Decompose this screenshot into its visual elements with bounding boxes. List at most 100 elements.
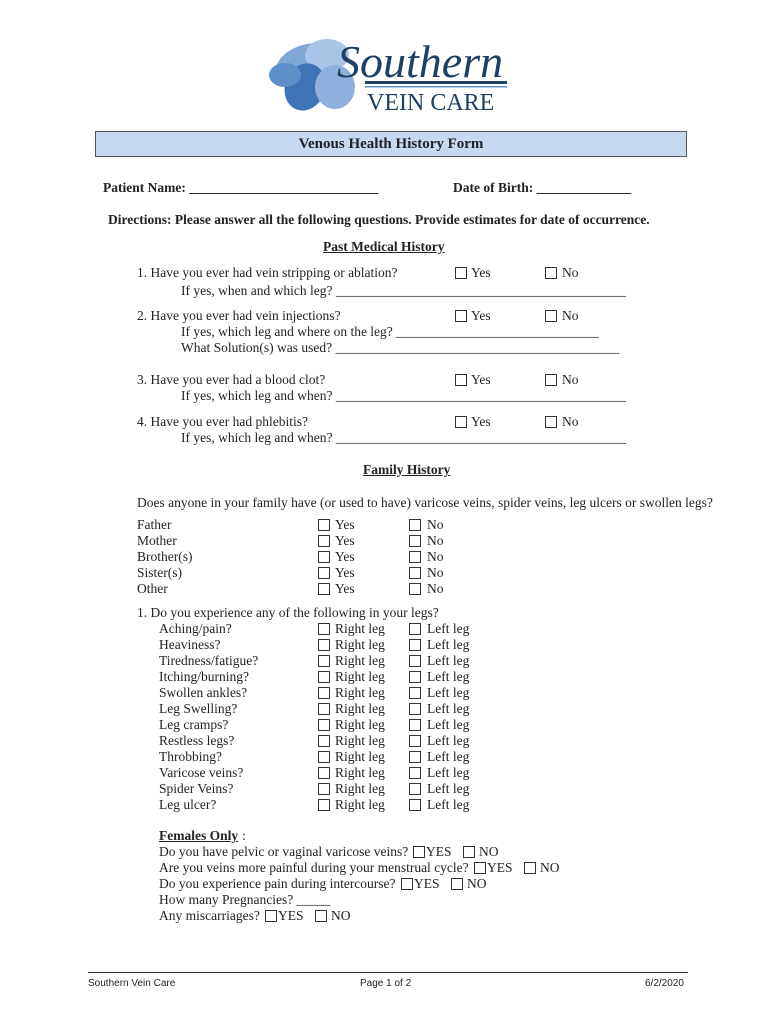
- left-leg-checkbox[interactable]: [409, 655, 421, 667]
- yes-checkbox[interactable]: [318, 535, 330, 547]
- yes-checkbox[interactable]: [401, 878, 413, 890]
- logo-subtitle: VEIN CARE: [367, 90, 494, 115]
- left-leg-checkbox[interactable]: [409, 703, 421, 715]
- yes-checkbox[interactable]: [455, 267, 467, 279]
- females-question: Any miscarriages?: [159, 908, 260, 923]
- females-only-heading: Females Only: [159, 828, 239, 843]
- right-leg-label: Right leg: [335, 717, 385, 732]
- question-3: 3. Have you ever had a blood clot?: [137, 372, 326, 387]
- symptom-label: Leg Swelling?: [159, 701, 238, 716]
- left-leg-checkbox[interactable]: [409, 799, 421, 811]
- right-leg-checkbox[interactable]: [318, 639, 330, 651]
- right-leg-label: Right leg: [335, 733, 385, 748]
- right-leg-label: Right leg: [335, 669, 385, 684]
- footer-date: 6/2/2020: [645, 978, 684, 989]
- no-checkbox[interactable]: [524, 862, 536, 874]
- form-title: Venous Health History Form: [95, 131, 687, 157]
- family-history-question: Does anyone in your family have (or used…: [137, 495, 713, 510]
- left-leg-checkbox[interactable]: [409, 767, 421, 779]
- no-checkbox[interactable]: [545, 374, 557, 386]
- question-2-followup[interactable]: If yes, which leg and where on the leg? …: [181, 324, 599, 339]
- left-leg-label: Left leg: [427, 621, 470, 636]
- right-leg-checkbox[interactable]: [318, 687, 330, 699]
- no-checkbox[interactable]: [409, 519, 421, 531]
- yes-label: Yes: [335, 581, 355, 596]
- right-leg-label: Right leg: [335, 637, 385, 652]
- right-leg-checkbox[interactable]: [318, 783, 330, 795]
- yes-checkbox[interactable]: [455, 310, 467, 322]
- symptom-label: Swollen ankles?: [159, 685, 248, 700]
- no-label: No: [427, 565, 444, 580]
- yes-checkbox[interactable]: [413, 846, 425, 858]
- family-member-label: Mother: [137, 533, 177, 548]
- right-leg-checkbox[interactable]: [318, 735, 330, 747]
- left-leg-label: Left leg: [427, 749, 470, 764]
- no-checkbox[interactable]: [545, 267, 557, 279]
- symptoms-question: 1. Do you experience any of the followin…: [137, 605, 439, 620]
- left-leg-label: Left leg: [427, 669, 470, 684]
- no-label: No: [427, 533, 444, 548]
- date-of-birth-field[interactable]: Date of Birth: ______________: [453, 180, 632, 195]
- no-checkbox[interactable]: [409, 535, 421, 547]
- question-1-followup[interactable]: If yes, when and which leg? ____________…: [181, 283, 627, 298]
- right-leg-checkbox[interactable]: [318, 655, 330, 667]
- no-checkbox[interactable]: [545, 310, 557, 322]
- right-leg-label: Right leg: [335, 653, 385, 668]
- left-leg-checkbox[interactable]: [409, 719, 421, 731]
- yes-checkbox[interactable]: [455, 416, 467, 428]
- directions-text: Directions: Please answer all the follow…: [108, 212, 650, 227]
- question-2-followup[interactable]: What Solution(s) was used? _____________…: [181, 340, 619, 355]
- right-leg-checkbox[interactable]: [318, 767, 330, 779]
- left-leg-label: Left leg: [427, 781, 470, 796]
- left-leg-checkbox[interactable]: [409, 783, 421, 795]
- right-leg-label: Right leg: [335, 797, 385, 812]
- yes-checkbox[interactable]: [318, 551, 330, 563]
- no-checkbox[interactable]: [409, 567, 421, 579]
- left-leg-checkbox[interactable]: [409, 623, 421, 635]
- right-leg-checkbox[interactable]: [318, 703, 330, 715]
- flower-icon: [269, 39, 355, 111]
- left-leg-checkbox[interactable]: [409, 639, 421, 651]
- left-leg-checkbox[interactable]: [409, 687, 421, 699]
- right-leg-checkbox[interactable]: [318, 799, 330, 811]
- no-checkbox[interactable]: [463, 846, 475, 858]
- females-question: How many Pregnancies? _____: [159, 892, 331, 907]
- question-4-followup[interactable]: If yes, which leg and when? ____________…: [181, 430, 627, 445]
- symptom-label: Restless legs?: [159, 733, 235, 748]
- left-leg-label: Left leg: [427, 765, 470, 780]
- right-leg-checkbox[interactable]: [318, 671, 330, 683]
- left-leg-checkbox[interactable]: [409, 751, 421, 763]
- family-member-label: Sister(s): [137, 565, 182, 580]
- question-3-followup[interactable]: If yes, which leg and when? ____________…: [181, 388, 627, 403]
- footer-left: Southern Vein Care: [88, 978, 176, 989]
- yes-checkbox[interactable]: [318, 583, 330, 595]
- no-checkbox[interactable]: [315, 910, 327, 922]
- left-leg-label: Left leg: [427, 701, 470, 716]
- yes-checkbox[interactable]: [455, 374, 467, 386]
- logo-wordmark: Southern: [337, 36, 503, 87]
- symptom-label: Leg ulcer?: [159, 797, 217, 812]
- yes-checkbox[interactable]: [318, 567, 330, 579]
- no-checkbox[interactable]: [409, 551, 421, 563]
- no-checkbox[interactable]: [451, 878, 463, 890]
- yes-label: Yes: [471, 372, 491, 387]
- right-leg-label: Right leg: [335, 701, 385, 716]
- no-checkbox[interactable]: [409, 583, 421, 595]
- yes-label: Yes: [471, 265, 491, 280]
- left-leg-checkbox[interactable]: [409, 735, 421, 747]
- females-question: Do you experience pain during intercours…: [159, 876, 396, 891]
- left-leg-checkbox[interactable]: [409, 671, 421, 683]
- yes-checkbox[interactable]: [474, 862, 486, 874]
- yes-checkbox[interactable]: [265, 910, 277, 922]
- right-leg-checkbox[interactable]: [318, 623, 330, 635]
- right-leg-checkbox[interactable]: [318, 751, 330, 763]
- no-label: No: [562, 265, 579, 280]
- patient-name-field[interactable]: Patient Name: __________________________…: [103, 180, 379, 195]
- no-checkbox[interactable]: [545, 416, 557, 428]
- left-leg-label: Left leg: [427, 653, 470, 668]
- right-leg-checkbox[interactable]: [318, 719, 330, 731]
- right-leg-label: Right leg: [335, 781, 385, 796]
- yes-checkbox[interactable]: [318, 519, 330, 531]
- left-leg-label: Left leg: [427, 717, 470, 732]
